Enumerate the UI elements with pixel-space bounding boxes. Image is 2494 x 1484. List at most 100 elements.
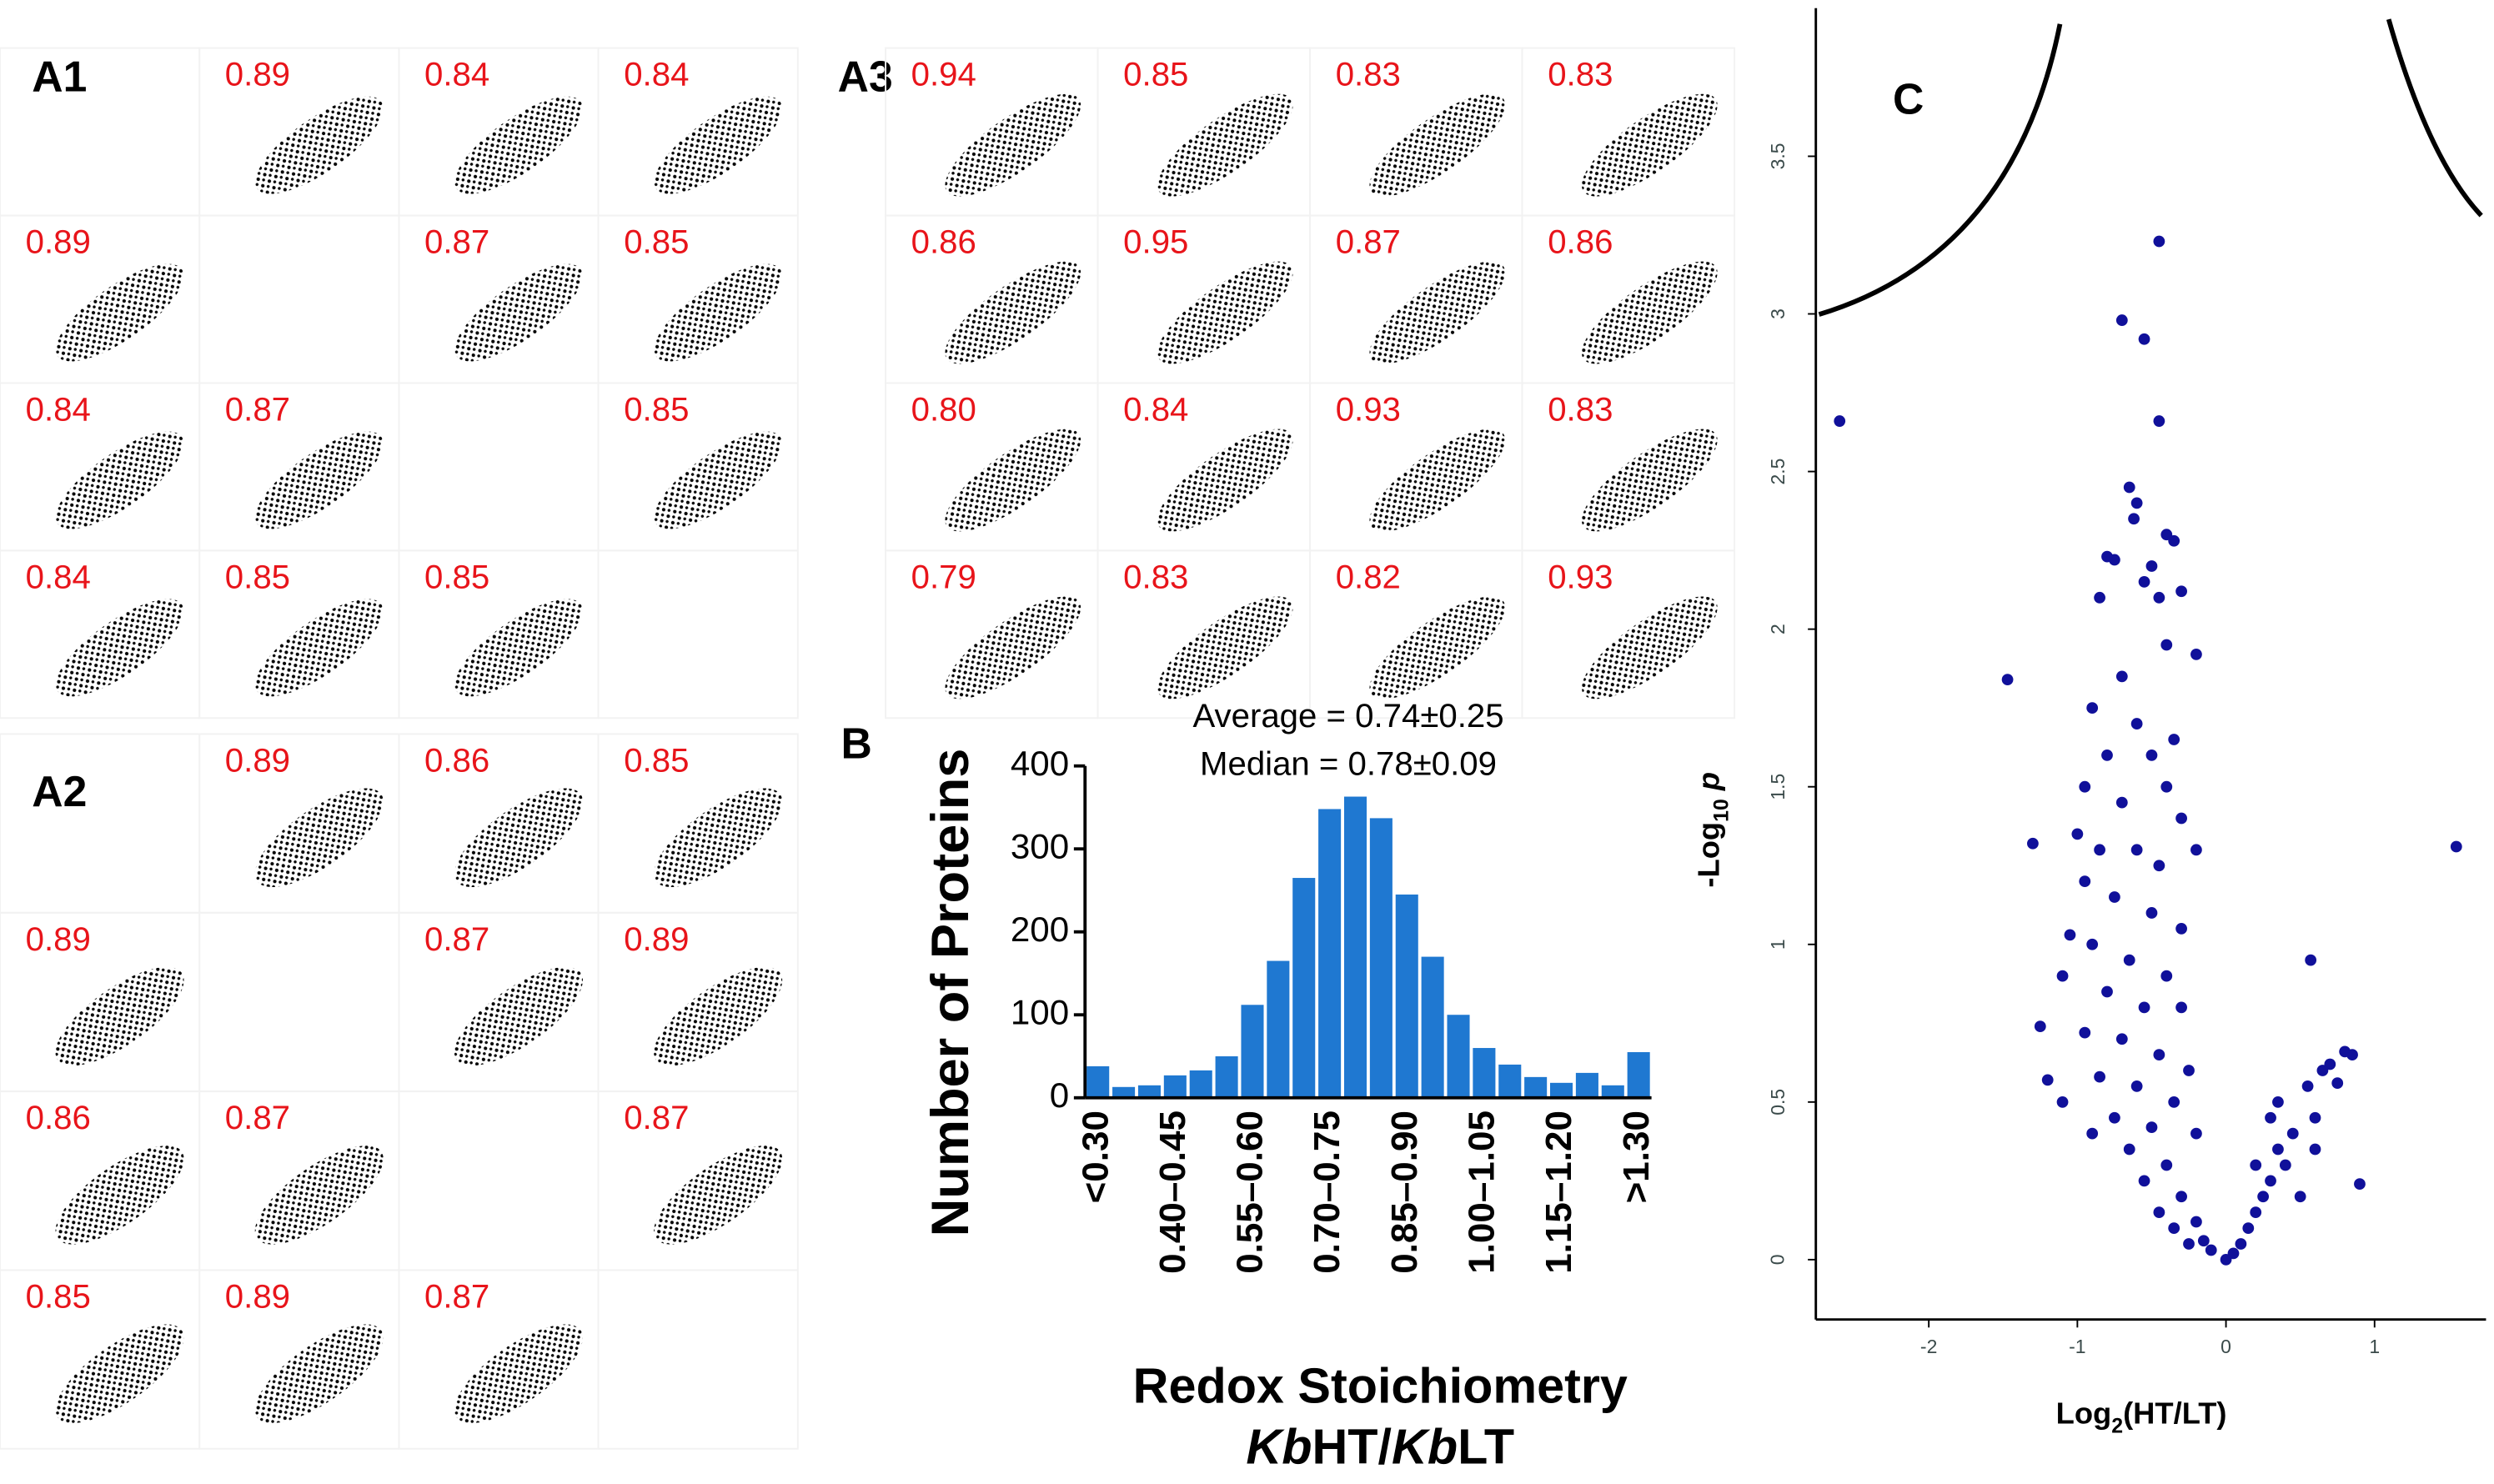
- scatter-cloud: [654, 788, 783, 887]
- point: [2265, 1111, 2276, 1124]
- point: [2235, 1238, 2247, 1250]
- point: [2145, 907, 2158, 919]
- y-tick-label: 3.5: [1767, 143, 1789, 169]
- scatter-cloud: [1581, 93, 1718, 197]
- scatter-cloud: [945, 596, 1081, 699]
- correlation-value: 0.85: [424, 558, 489, 595]
- label-run: Kb: [1246, 1418, 1312, 1474]
- panel-label: A3: [838, 52, 893, 100]
- label-run: (HT/LT): [2123, 1396, 2226, 1430]
- point: [2265, 1175, 2276, 1187]
- point: [2109, 554, 2120, 566]
- correlation-value: 0.85: [225, 558, 290, 595]
- scatter-cloud: [55, 599, 184, 697]
- point: [2160, 780, 2173, 793]
- point: [2128, 513, 2140, 525]
- point: [2123, 954, 2135, 966]
- scatter-cloud: [55, 263, 184, 362]
- scatter-cloud: [654, 263, 782, 362]
- scatter-cloud: [654, 96, 782, 194]
- correlation-value: 0.87: [225, 390, 290, 428]
- x-tick-label: 0: [2221, 1336, 2231, 1357]
- x-tick-label: 1.15–1.20: [1538, 1110, 1579, 1274]
- bar: [1473, 1048, 1496, 1098]
- bar: [1447, 1015, 1470, 1098]
- point: [2175, 1001, 2187, 1014]
- correlation-value: 0.86: [1548, 223, 1613, 261]
- x-tick-label: >1.30: [1616, 1110, 1657, 1203]
- point: [2086, 938, 2099, 950]
- point: [2064, 929, 2076, 941]
- correlation-value: 0.87: [424, 920, 489, 958]
- point: [2094, 844, 2105, 856]
- panel-label: B: [841, 719, 871, 767]
- point: [2153, 1206, 2165, 1219]
- point: [2190, 1216, 2202, 1228]
- correlation-value: 0.84: [624, 56, 689, 93]
- bar: [1292, 878, 1316, 1098]
- point: [2272, 1143, 2284, 1156]
- point: [2309, 1143, 2321, 1156]
- annotation: Average = 0.74±0.25: [1192, 697, 1503, 734]
- correlation-value: 0.85: [1123, 56, 1188, 93]
- point: [2056, 970, 2069, 982]
- point: [2138, 1001, 2150, 1014]
- y-tick-label: 1: [1767, 939, 1789, 950]
- scatter-cloud: [945, 261, 1081, 364]
- correlation-value: 0.79: [911, 558, 976, 595]
- y-axis-label: Number of Proteins: [921, 749, 980, 1237]
- correlation-value: 0.87: [225, 1099, 290, 1136]
- scatter-cloud: [454, 599, 583, 697]
- correlation-value: 0.85: [26, 1277, 91, 1315]
- correlation-value: 0.93: [1336, 390, 1401, 428]
- point: [2101, 985, 2113, 998]
- correlation-value: 0.83: [1548, 56, 1613, 93]
- scatter-cloud: [1581, 596, 1718, 699]
- scatter-cloud: [254, 1324, 384, 1423]
- scatter-cloud: [945, 429, 1081, 532]
- point: [2145, 1121, 2158, 1133]
- correlation-value: 0.84: [1123, 390, 1188, 428]
- correlation-value: 0.82: [1336, 558, 1401, 595]
- point: [2145, 560, 2158, 572]
- correlation-value: 0.83: [1336, 56, 1401, 93]
- y-tick-label: 0: [1767, 1255, 1789, 1266]
- point: [2197, 1235, 2210, 1247]
- bar: [1395, 894, 1418, 1098]
- point: [2094, 1070, 2105, 1083]
- bar: [1550, 1082, 1573, 1098]
- bar: [1267, 960, 1290, 1098]
- point: [2101, 749, 2113, 761]
- label-run: p: [1691, 772, 1725, 791]
- y-tick-label: 200: [1011, 910, 1069, 949]
- bar: [1318, 809, 1342, 1098]
- x-tick-label: 1.00–1.05: [1462, 1110, 1503, 1274]
- point: [2079, 1026, 2091, 1039]
- point: [2115, 1033, 2128, 1045]
- point: [2301, 1080, 2314, 1092]
- point: [2130, 844, 2143, 856]
- correlation-value: 0.89: [225, 1277, 290, 1315]
- y-tick-label: 300: [1011, 826, 1069, 865]
- correlation-value: 0.89: [26, 223, 91, 261]
- correlation-value: 0.84: [26, 390, 91, 428]
- x-axis-label: Redox Stoichiometry: [1133, 1358, 1628, 1414]
- point: [2354, 1178, 2366, 1191]
- scatter-cloud: [254, 1146, 384, 1245]
- x-tick-label: -2: [1920, 1336, 1937, 1357]
- y-tick-label: 2: [1767, 624, 1789, 634]
- bar: [1137, 1085, 1161, 1098]
- bar: [1112, 1086, 1136, 1098]
- bar: [1343, 796, 1367, 1098]
- point: [2309, 1111, 2321, 1124]
- x-tick-label: -1: [2069, 1336, 2085, 1357]
- y-tick-label: 2.5: [1767, 459, 1789, 485]
- point: [2272, 1095, 2284, 1108]
- bar: [1601, 1085, 1624, 1098]
- bar: [1189, 1070, 1212, 1098]
- label-run: -Log: [1691, 822, 1725, 888]
- x-tick-label: <0.30: [1075, 1110, 1116, 1203]
- correlation-value: 0.86: [424, 741, 489, 779]
- point: [2331, 1077, 2344, 1090]
